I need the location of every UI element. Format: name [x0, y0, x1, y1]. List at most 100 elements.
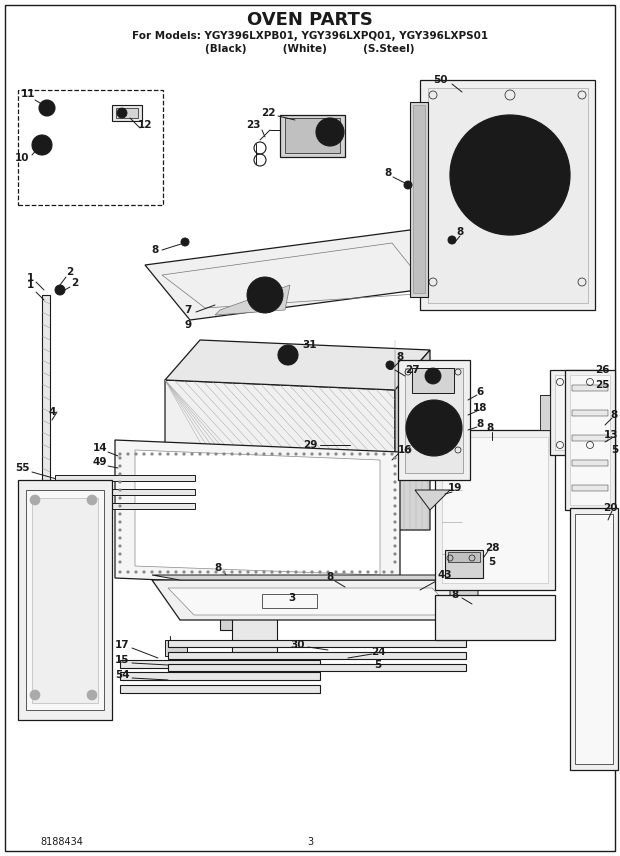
Text: 20: 20	[603, 503, 618, 513]
Bar	[435, 595, 555, 640]
Circle shape	[394, 480, 397, 484]
Circle shape	[118, 520, 122, 524]
Text: 27: 27	[405, 365, 419, 375]
Polygon shape	[435, 430, 555, 590]
Polygon shape	[152, 580, 478, 620]
Bar	[280, 115, 345, 157]
Text: 5: 5	[374, 660, 382, 670]
Circle shape	[311, 453, 314, 455]
Circle shape	[394, 465, 397, 467]
Text: 54: 54	[115, 670, 130, 680]
Circle shape	[223, 453, 226, 455]
Text: 11: 11	[20, 89, 35, 99]
Circle shape	[262, 453, 265, 455]
Text: 8: 8	[151, 245, 159, 255]
Bar	[442, 437, 548, 583]
Text: For Models: YGY396LXPB01, YGY396LXPQ01, YGY396LXPS01: For Models: YGY396LXPB01, YGY396LXPQ01, …	[132, 31, 488, 41]
Circle shape	[394, 520, 397, 524]
Circle shape	[270, 570, 273, 574]
Circle shape	[32, 135, 52, 155]
Circle shape	[239, 570, 242, 574]
Text: 50: 50	[433, 75, 447, 85]
Bar	[570, 375, 610, 505]
Circle shape	[118, 570, 122, 574]
Polygon shape	[55, 503, 195, 509]
Polygon shape	[415, 490, 450, 510]
Circle shape	[386, 361, 394, 369]
Bar	[220, 575, 238, 630]
Polygon shape	[55, 489, 195, 495]
Text: 7: 7	[184, 305, 192, 315]
Text: eReplacementParts.com: eReplacementParts.com	[217, 485, 353, 495]
Bar	[285, 118, 340, 153]
Circle shape	[391, 453, 394, 455]
Circle shape	[159, 453, 161, 455]
Circle shape	[278, 345, 298, 365]
Text: 23: 23	[246, 120, 260, 130]
Circle shape	[286, 453, 290, 455]
Circle shape	[182, 453, 185, 455]
Text: 8: 8	[451, 590, 459, 600]
Text: 14: 14	[92, 443, 107, 453]
Text: 30: 30	[291, 640, 305, 650]
Polygon shape	[152, 575, 478, 580]
Circle shape	[294, 453, 298, 455]
Circle shape	[231, 453, 234, 455]
Bar	[405, 368, 463, 473]
Circle shape	[490, 155, 530, 195]
Text: 19: 19	[448, 483, 462, 493]
Circle shape	[135, 570, 138, 574]
Bar	[262, 594, 317, 608]
Text: 29: 29	[303, 440, 317, 450]
Circle shape	[38, 141, 46, 149]
Bar	[565, 370, 615, 510]
Circle shape	[174, 453, 177, 455]
Circle shape	[358, 453, 361, 455]
Circle shape	[311, 570, 314, 574]
Circle shape	[247, 570, 249, 574]
Bar	[572, 410, 608, 416]
Circle shape	[327, 453, 329, 455]
Bar	[232, 600, 277, 652]
Circle shape	[254, 453, 257, 455]
Circle shape	[118, 456, 122, 460]
Circle shape	[223, 570, 226, 574]
Circle shape	[262, 570, 265, 574]
Polygon shape	[115, 440, 400, 590]
Circle shape	[383, 453, 386, 455]
Circle shape	[30, 495, 40, 505]
Bar	[572, 435, 608, 441]
Circle shape	[394, 528, 397, 532]
Circle shape	[190, 570, 193, 574]
Circle shape	[118, 513, 122, 515]
Text: 8: 8	[486, 423, 494, 433]
Bar	[220, 575, 255, 587]
Circle shape	[394, 544, 397, 548]
Circle shape	[118, 453, 122, 455]
Circle shape	[126, 570, 130, 574]
Text: 2: 2	[66, 267, 74, 277]
Circle shape	[118, 489, 122, 491]
Text: 13: 13	[603, 430, 618, 440]
Circle shape	[278, 453, 281, 455]
Bar	[570, 508, 618, 770]
Circle shape	[394, 552, 397, 556]
Bar	[168, 652, 466, 659]
Bar	[555, 375, 597, 450]
Circle shape	[450, 115, 570, 235]
Text: 8188434: 8188434	[40, 837, 83, 847]
Polygon shape	[145, 230, 455, 320]
Text: 28: 28	[485, 543, 499, 553]
Text: 3: 3	[307, 837, 313, 847]
Polygon shape	[135, 450, 380, 575]
Circle shape	[247, 277, 283, 313]
Circle shape	[319, 570, 322, 574]
Bar	[18, 90, 163, 205]
Bar	[168, 640, 466, 647]
Circle shape	[135, 453, 138, 455]
Circle shape	[30, 690, 40, 700]
Circle shape	[366, 570, 370, 574]
Circle shape	[182, 570, 185, 574]
Polygon shape	[18, 480, 112, 720]
Circle shape	[43, 104, 50, 111]
